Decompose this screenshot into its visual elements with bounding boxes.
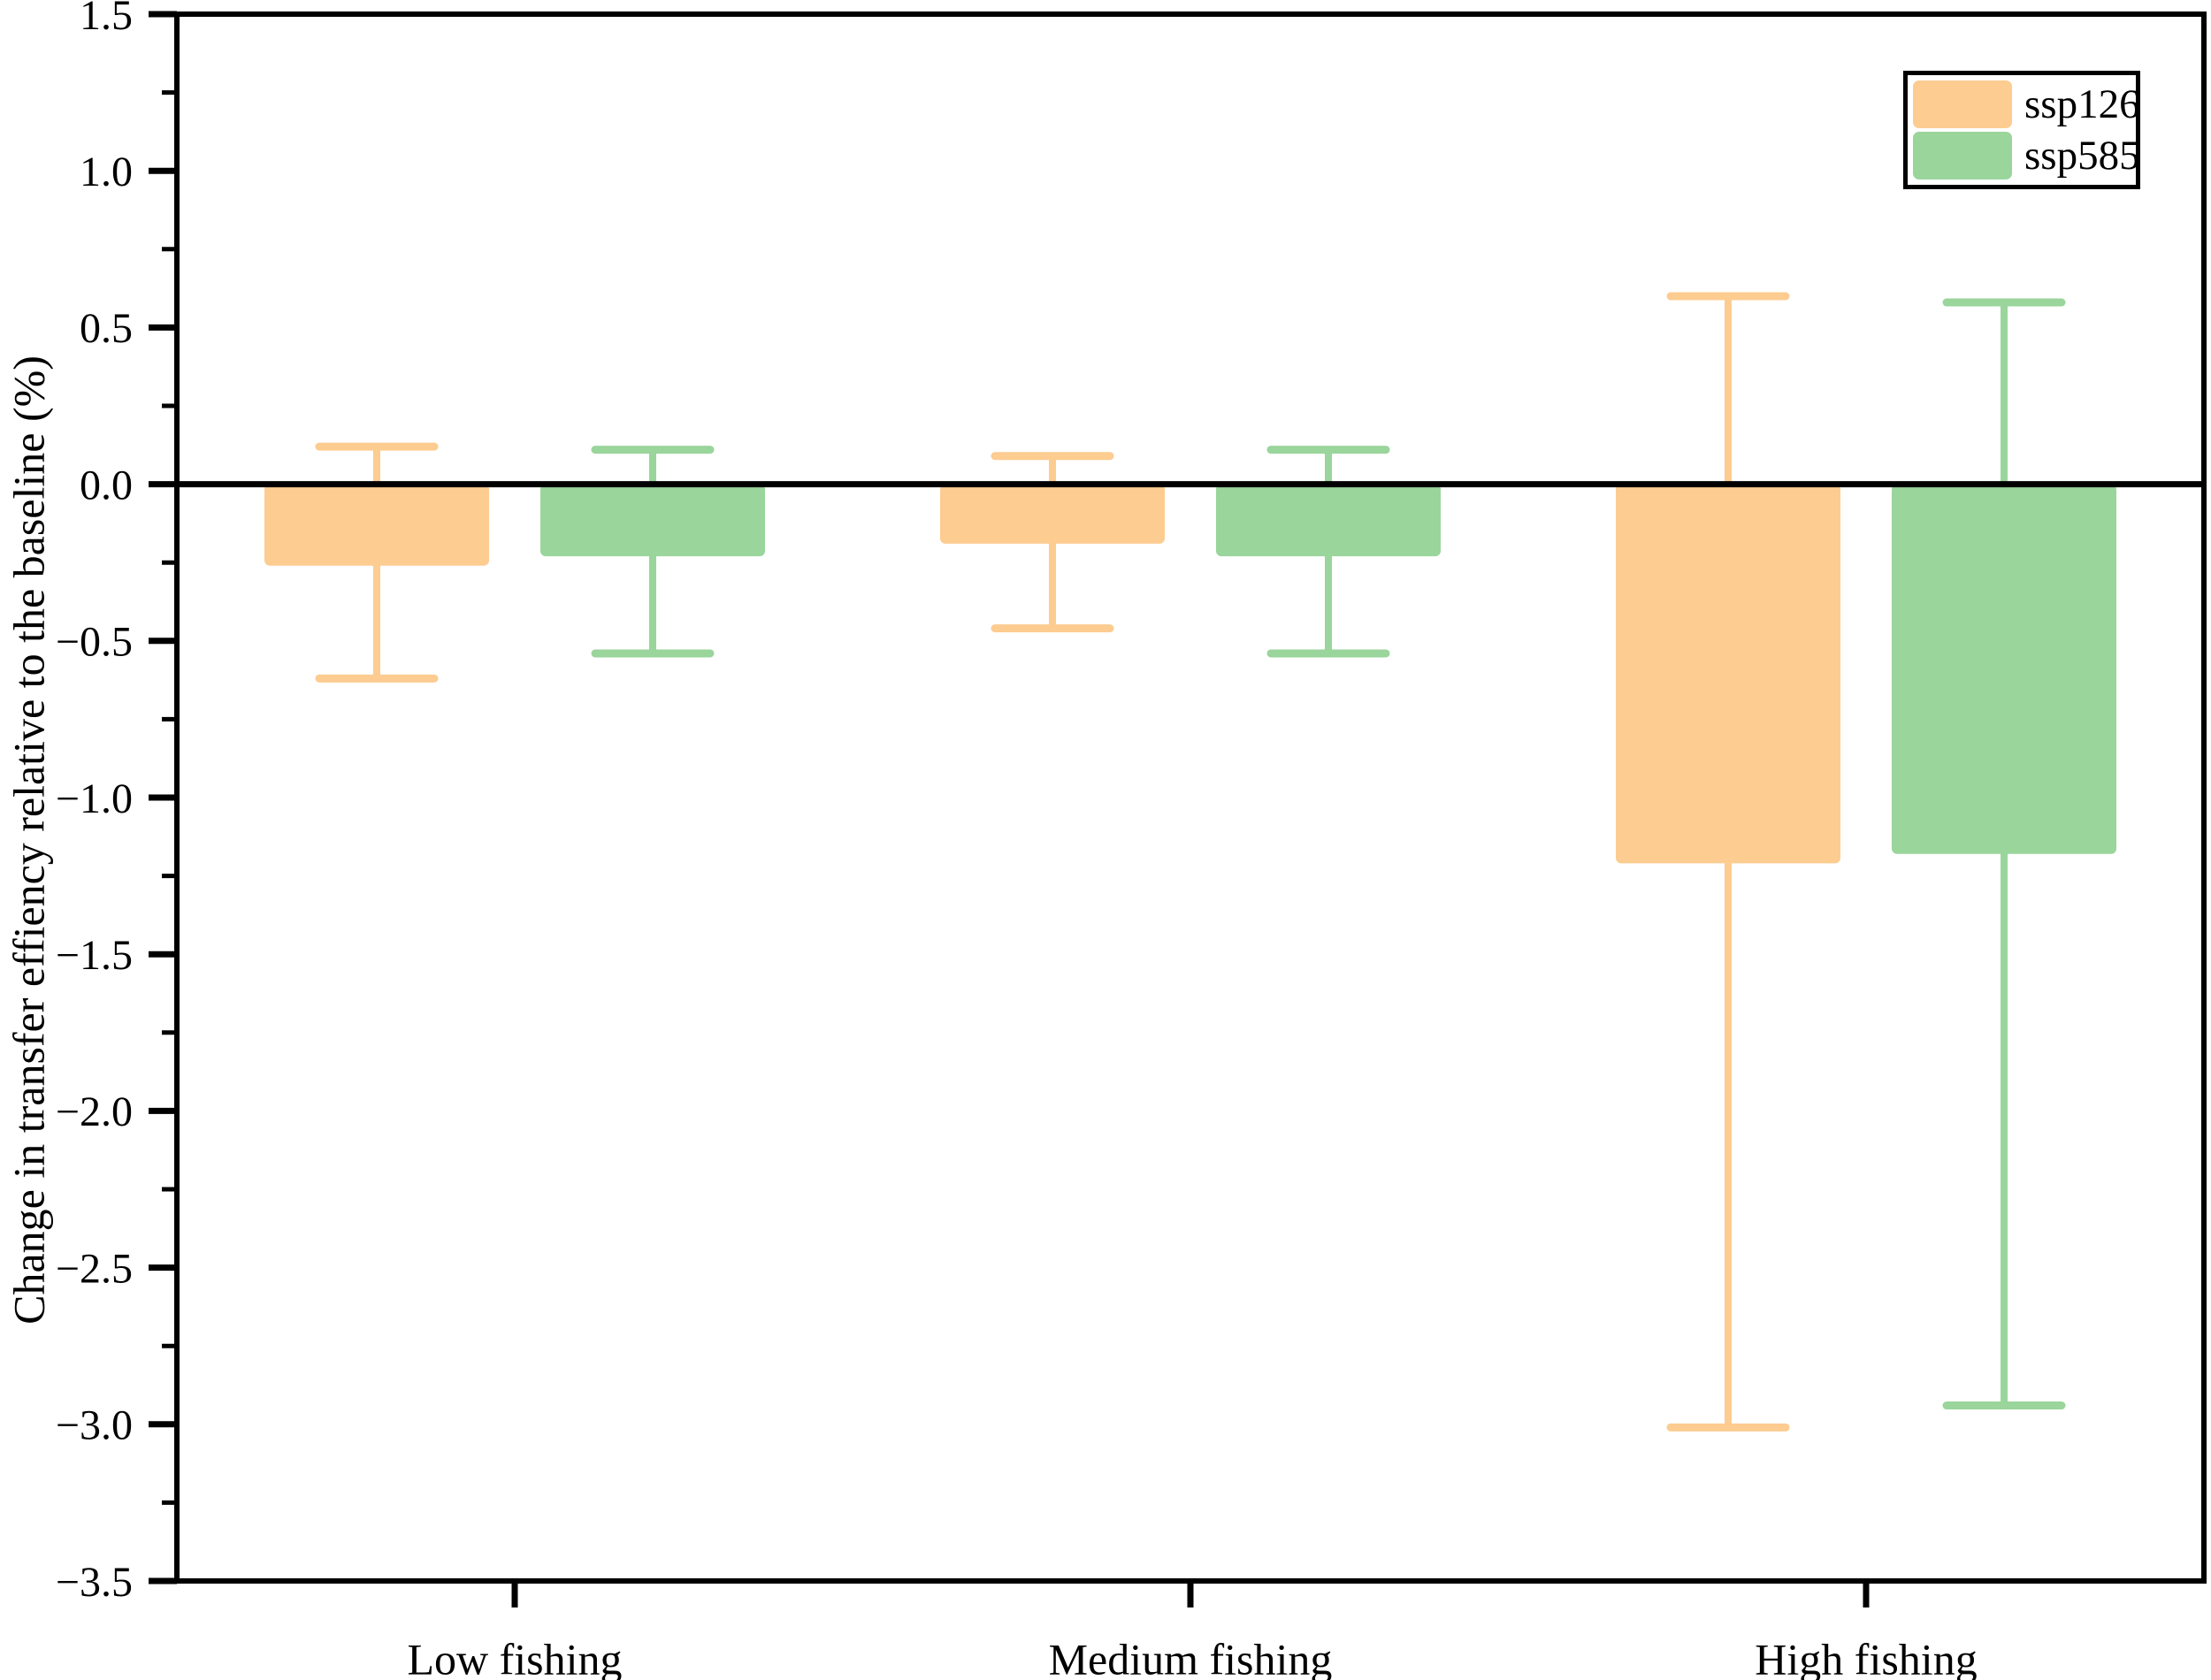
x-category-label-medium-fishing: Medium fishing [1049, 1635, 1333, 1680]
y-tick-label: −3.0 [56, 1402, 133, 1449]
y-tick-label: −1.5 [56, 932, 133, 979]
x-category-label-high-fishing: High fishing [1755, 1635, 1977, 1680]
y-tick-label: 1.5 [80, 0, 133, 39]
x-category-label-low-fishing: Low fishing [407, 1635, 622, 1680]
y-tick-label: 0.5 [80, 305, 133, 352]
legend-swatch-ssp585 [1913, 132, 2012, 179]
y-tick-label: −2.0 [56, 1088, 133, 1135]
y-tick-label: −3.5 [56, 1559, 133, 1606]
y-tick-label: −0.5 [56, 619, 133, 666]
y-tick-label: −2.5 [56, 1245, 133, 1292]
legend-label-ssp585: ssp585 [2024, 132, 2140, 179]
legend-swatch-ssp126 [1913, 80, 2012, 128]
legend: ssp126 ssp585 [1903, 71, 2140, 189]
y-tick-label: −1.0 [56, 775, 133, 822]
legend-item-ssp585: ssp585 [1913, 131, 2140, 180]
legend-item-ssp126: ssp126 [1913, 80, 2140, 129]
y-axis-title: Change in transfer effiency relative to … [4, 355, 54, 1325]
legend-label-ssp126: ssp126 [2024, 80, 2140, 127]
y-tick-label: 1.0 [80, 149, 133, 195]
y-tick-label: 0.0 [80, 462, 133, 508]
